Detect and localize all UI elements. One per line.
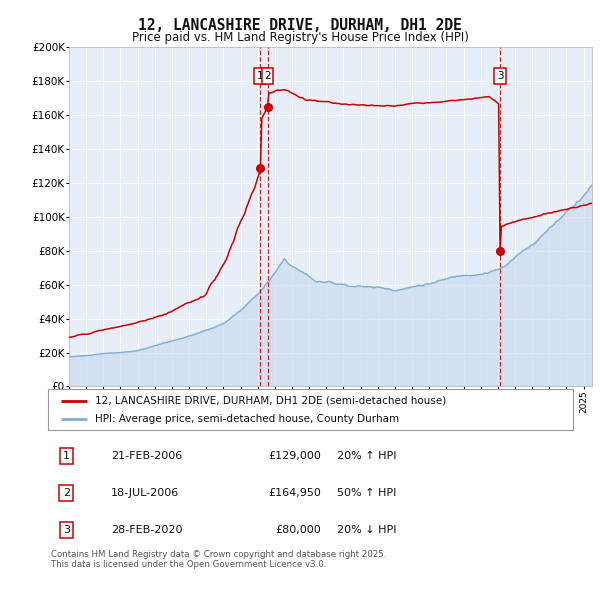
FancyBboxPatch shape — [48, 389, 573, 430]
Text: £80,000: £80,000 — [275, 525, 321, 535]
Text: Contains HM Land Registry data © Crown copyright and database right 2025.
This d: Contains HM Land Registry data © Crown c… — [51, 550, 386, 569]
Text: Price paid vs. HM Land Registry's House Price Index (HPI): Price paid vs. HM Land Registry's House … — [131, 31, 469, 44]
Text: 12, LANCASHIRE DRIVE, DURHAM, DH1 2DE (semi-detached house): 12, LANCASHIRE DRIVE, DURHAM, DH1 2DE (s… — [95, 396, 446, 406]
Text: 20% ↓ HPI: 20% ↓ HPI — [337, 525, 396, 535]
Text: 20% ↑ HPI: 20% ↑ HPI — [337, 451, 396, 461]
Text: 28-FEB-2020: 28-FEB-2020 — [111, 525, 182, 535]
Text: 50% ↑ HPI: 50% ↑ HPI — [337, 488, 396, 498]
Text: 18-JUL-2006: 18-JUL-2006 — [111, 488, 179, 498]
Text: £164,950: £164,950 — [268, 488, 321, 498]
Text: 1: 1 — [63, 451, 70, 461]
Text: 2: 2 — [63, 488, 70, 498]
Text: 1: 1 — [257, 71, 264, 81]
Text: 21-FEB-2006: 21-FEB-2006 — [111, 451, 182, 461]
Text: 3: 3 — [497, 71, 503, 81]
Text: HPI: Average price, semi-detached house, County Durham: HPI: Average price, semi-detached house,… — [95, 414, 400, 424]
Text: 3: 3 — [63, 525, 70, 535]
Text: 2: 2 — [264, 71, 271, 81]
Text: £129,000: £129,000 — [268, 451, 321, 461]
Text: 12, LANCASHIRE DRIVE, DURHAM, DH1 2DE: 12, LANCASHIRE DRIVE, DURHAM, DH1 2DE — [138, 18, 462, 32]
